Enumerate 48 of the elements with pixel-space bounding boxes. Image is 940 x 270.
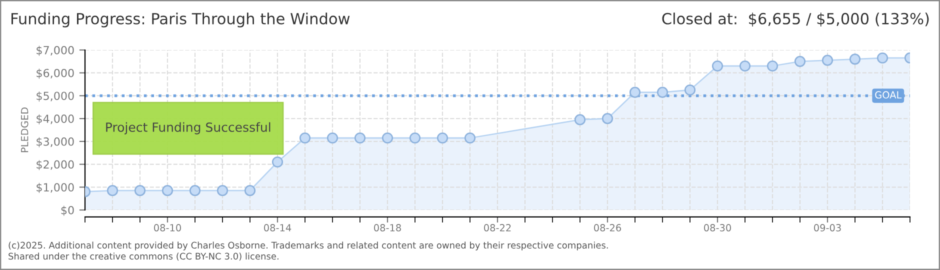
x-tick-label: 08-14 <box>264 224 292 232</box>
point <box>849 54 861 65</box>
y-tick-label: $1,000 <box>36 182 74 193</box>
y-tick-label: $5,000 <box>36 91 74 102</box>
point <box>299 132 311 144</box>
y-tick-label: $4,000 <box>36 114 74 124</box>
point <box>189 185 201 196</box>
point <box>272 156 284 168</box>
x-tick-label: 08-26 <box>594 224 622 232</box>
point <box>354 132 366 144</box>
point <box>244 185 256 196</box>
chart-subtitle: Closed at: $6,655 / $5,000 (133%) <box>662 12 929 26</box>
point <box>602 113 614 124</box>
point <box>216 185 228 196</box>
y-tick-label: $3,000 <box>36 137 74 148</box>
y-tick-label: $7,000 <box>36 46 74 56</box>
point <box>134 185 146 196</box>
point <box>409 132 421 144</box>
point <box>876 52 888 64</box>
point <box>629 86 641 98</box>
point <box>464 132 476 144</box>
chart-title: Funding Progress: Paris Through the Window <box>12 12 350 28</box>
text: Shared under the creative commons (CC BY-NC 3.0) license. <box>8 252 278 261</box>
annotation: Project Funding Successful <box>106 122 270 134</box>
point <box>794 56 806 67</box>
x-tick-label: 08-30 <box>704 224 731 232</box>
text: (c)2025. Additional content provided by Charles Osborne. Trademarks and related content are owned by their respective companies. <box>8 242 608 250</box>
x-tick-label: 09-03 <box>814 224 841 232</box>
y-tick-label: $2,000 <box>36 160 74 170</box>
y-tick-label: $0 <box>61 206 74 216</box>
point <box>436 132 448 144</box>
point <box>574 114 586 126</box>
point <box>822 54 834 66</box>
point <box>162 185 174 196</box>
y-tick-label: $6,000 <box>36 68 74 79</box>
x-tick-label: 08-10 <box>154 224 181 232</box>
x-tick-label: 08-22 <box>484 224 511 232</box>
x-tick-label: 08-18 <box>374 224 401 232</box>
y-axis-title: PLEDGED <box>20 108 28 152</box>
point <box>656 86 668 98</box>
point <box>684 84 696 96</box>
point <box>739 60 751 72</box>
point <box>712 60 724 72</box>
point <box>766 60 778 72</box>
point <box>106 185 118 196</box>
ref-line-label: GOAL <box>875 91 902 99</box>
point <box>326 132 338 144</box>
point <box>382 132 394 144</box>
